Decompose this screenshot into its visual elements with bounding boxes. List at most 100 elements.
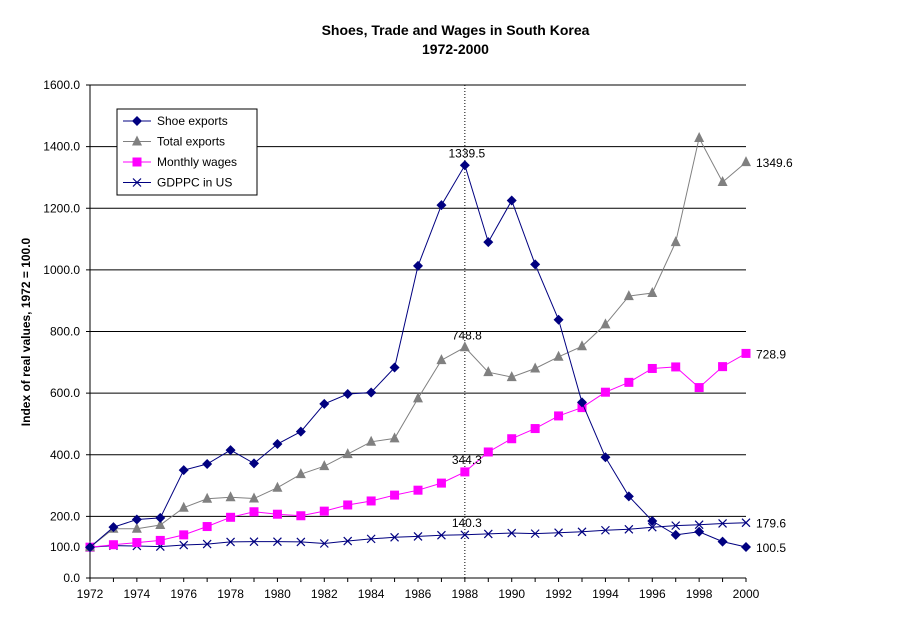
data-point-triangle	[249, 492, 259, 503]
data-point-x-stroke	[366, 534, 376, 544]
legend-label: GDPPC in US	[157, 176, 232, 190]
data-point-square	[647, 363, 657, 373]
data-point-square	[624, 377, 634, 387]
data-point-square	[413, 485, 423, 495]
data-point-square	[460, 467, 470, 477]
data-point-x	[366, 534, 376, 544]
data-point-x-stroke	[624, 524, 634, 534]
data-point-triangle	[178, 501, 189, 512]
data-point-square	[577, 403, 587, 413]
data-point-square	[366, 496, 376, 506]
data-point-x	[530, 529, 540, 539]
data-point-triangle	[225, 491, 236, 502]
data-point-diamond	[741, 542, 751, 553]
data-point-triangle	[413, 392, 423, 403]
data-point-x-stroke	[647, 522, 657, 532]
data-point-triangle	[647, 286, 658, 297]
data-point-square	[390, 490, 400, 500]
data-label: 100.5	[756, 541, 786, 555]
data-label: 140.3	[452, 516, 482, 530]
chart-subtitle: 1972-2000	[422, 41, 489, 57]
data-point-triangle	[600, 318, 611, 329]
data-point-x-stroke	[202, 539, 212, 549]
data-point-x-stroke	[483, 529, 493, 539]
data-point-x	[413, 531, 423, 541]
data-point-x	[577, 527, 587, 537]
data-point-x-stroke	[343, 536, 353, 546]
data-point-diamond	[553, 314, 564, 325]
data-point-x-stroke	[507, 528, 517, 538]
data-point-diamond	[108, 522, 119, 533]
data-point-diamond	[202, 458, 213, 469]
data-point-x	[554, 528, 563, 538]
x-tick-label: 1976	[170, 587, 197, 601]
y-tick-label: 1600.0	[43, 78, 80, 92]
data-point-x	[460, 530, 470, 540]
data-point-x	[296, 537, 306, 547]
legend-item-gdppc-us: GDPPC in US	[123, 176, 232, 190]
data-label: 1349.6	[756, 156, 793, 170]
data-point-x	[671, 521, 681, 531]
data-point-x	[483, 529, 493, 539]
data-point-x	[741, 518, 751, 528]
data-label: 728.9	[756, 347, 786, 361]
data-label: 748.8	[452, 328, 482, 342]
data-point-triangle	[295, 468, 306, 479]
data-point-square	[436, 478, 446, 488]
data-point-diamond	[132, 116, 142, 126]
x-tick-label: 1998	[686, 587, 713, 601]
gridlines	[90, 84, 746, 517]
data-point-square	[741, 348, 751, 358]
data-point-x	[601, 525, 610, 535]
data-point-triangle	[202, 492, 213, 503]
data-point-diamond	[155, 512, 166, 523]
legend-box	[116, 108, 258, 196]
data-point-x-stroke	[741, 518, 751, 528]
data-point-x	[694, 520, 704, 530]
data-point-triangle	[319, 460, 330, 471]
data-point-diamond	[670, 529, 681, 540]
data-point-square	[132, 538, 142, 548]
data-point-diamond	[389, 362, 400, 373]
data-point-x	[202, 539, 212, 549]
data-point-square	[343, 500, 353, 510]
x-tick-label: 1994	[592, 587, 619, 601]
data-point-triangle	[623, 290, 634, 301]
legend-item-shoe-exports: Shoe exports	[123, 114, 228, 128]
data-point-triangle	[132, 135, 142, 146]
annotations: 1339.5 748.8 344.3 140.3 1349.6 728.9 179.6 100…	[449, 146, 794, 555]
legend-item-monthly-wages: Monthly wages	[123, 155, 237, 169]
data-point-triangle	[506, 371, 517, 382]
x-tick-label: 1980	[264, 587, 291, 601]
data-point-diamond	[530, 259, 541, 270]
data-point-triangle	[342, 448, 353, 459]
data-label: 344.3	[452, 453, 482, 467]
data-point-diamond	[342, 389, 353, 400]
data-point-triangle	[131, 522, 142, 533]
series-gdppc-us	[85, 518, 751, 552]
data-label: 1339.5	[449, 146, 486, 160]
data-point-square	[132, 157, 142, 167]
data-point-diamond	[483, 237, 494, 248]
data-label: 179.6	[756, 517, 786, 531]
y-tick-label: 0.0	[63, 571, 80, 585]
y-tick-label: 1000.0	[43, 263, 80, 277]
data-point-x-stroke	[554, 528, 563, 538]
data-point-triangle	[694, 131, 705, 142]
data-point-diamond	[506, 195, 517, 206]
x-tick-label: 1974	[124, 587, 151, 601]
data-point-square	[226, 512, 236, 522]
data-point-diamond	[436, 200, 447, 211]
data-point-square	[249, 507, 259, 517]
data-point-x-stroke	[413, 531, 423, 541]
data-point-x-stroke	[577, 527, 587, 537]
data-point-triangle	[530, 362, 541, 373]
data-point-x-stroke	[319, 539, 329, 548]
data-point-diamond	[459, 160, 470, 171]
data-point-triangle	[483, 366, 494, 377]
y-axis-label: Index of real values, 1972 = 100.0	[19, 237, 33, 426]
data-point-x-stroke	[273, 537, 282, 547]
x-tick-label: 1986	[405, 587, 432, 601]
data-point-diamond	[295, 426, 306, 437]
data-point-x-stroke	[390, 532, 399, 542]
